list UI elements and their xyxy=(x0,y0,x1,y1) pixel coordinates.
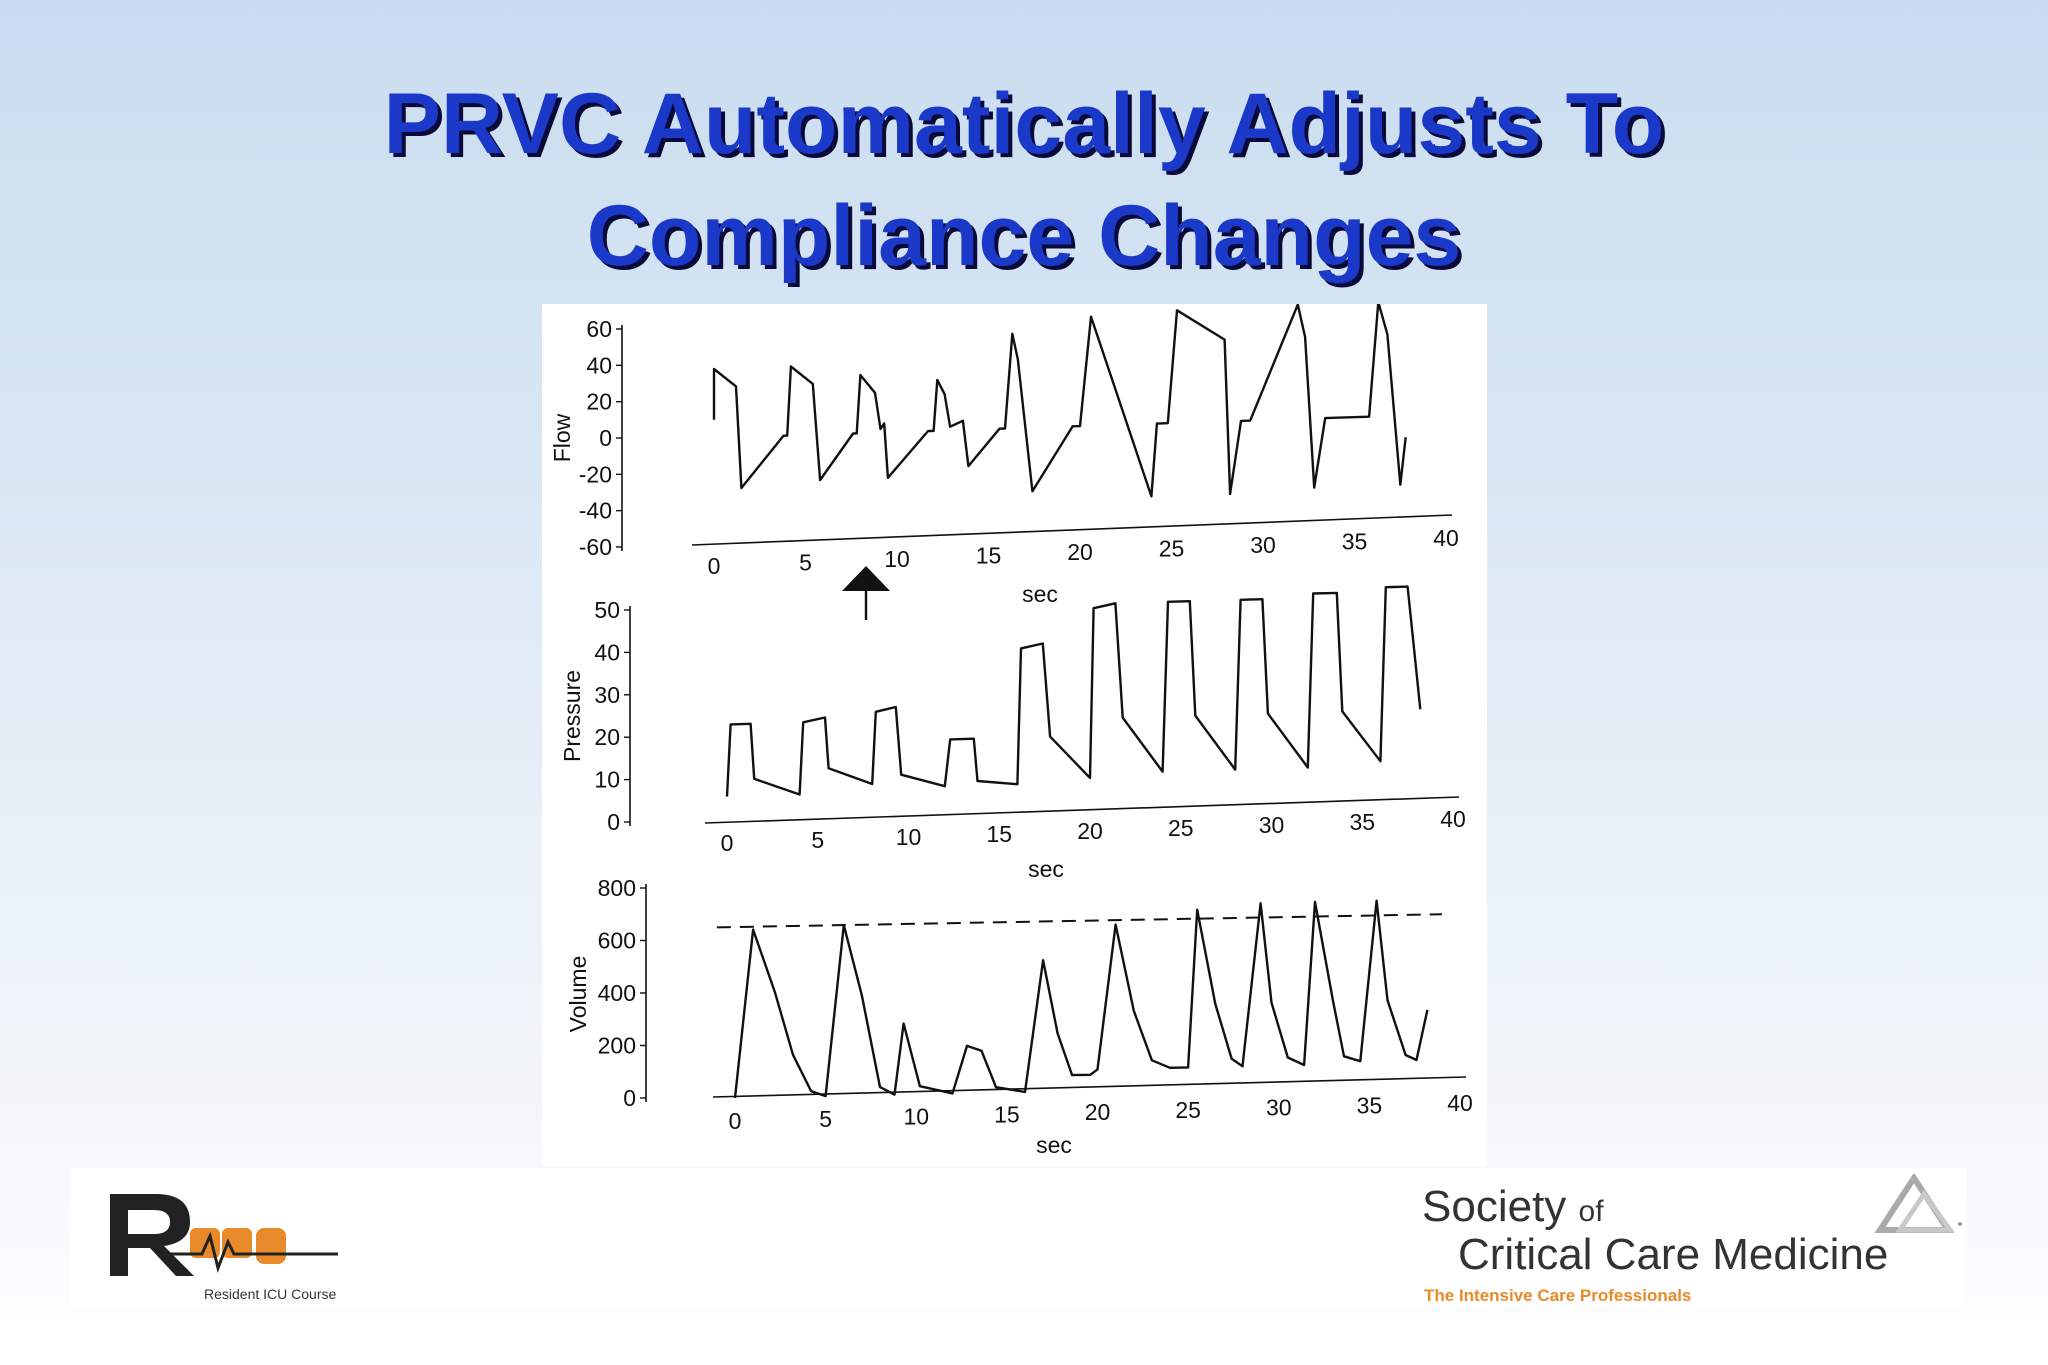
y-tick-label: 200 xyxy=(598,1033,636,1059)
x-tick-label: 35 xyxy=(1342,529,1368,555)
sccm-tagline: The Intensive Care Professionals xyxy=(1424,1286,1692,1305)
x-tick-label: 20 xyxy=(1077,818,1103,844)
x-tick-label: 5 xyxy=(799,550,812,576)
slide-title: PRVC Automatically Adjusts To Compliance… xyxy=(0,68,2048,292)
y-tick-label: 0 xyxy=(607,809,620,835)
x-tick-label: 25 xyxy=(1159,536,1185,562)
x-tick-label: 5 xyxy=(819,1106,832,1132)
x-tick-label: 20 xyxy=(1085,1099,1111,1125)
x-tick-label: 0 xyxy=(708,553,721,579)
x-tick-label: 0 xyxy=(721,830,734,856)
y-tick-label: 40 xyxy=(586,352,612,378)
x-axis-label: sec xyxy=(1022,581,1058,607)
waveform-figure: 60 40 20 0 -20 -40 -60 Flow 0 5 10 15 20 25 30 35 40 sec 5… xyxy=(542,304,1487,1166)
x-tick-label: 15 xyxy=(976,543,1002,569)
y-tick-label: -20 xyxy=(579,461,612,487)
slide-title-line1: PRVC Automatically Adjusts To xyxy=(383,76,1665,172)
x-tick-label: 10 xyxy=(903,1104,929,1130)
y-tick-label: 30 xyxy=(594,682,620,708)
x-axis-line xyxy=(691,514,1453,546)
x-tick-label: 30 xyxy=(1259,812,1285,838)
ricu-caption: Resident ICU Course xyxy=(204,1286,337,1302)
y-axis-label: Volume xyxy=(565,956,591,1033)
x-tick-label: 35 xyxy=(1357,1092,1383,1118)
x-tick-label: 25 xyxy=(1168,815,1194,841)
ricu-logo: Resident ICU Course xyxy=(98,1176,348,1302)
y-tick-label: 0 xyxy=(599,425,612,451)
waveform-line xyxy=(712,304,1407,498)
ricu-logo-mark xyxy=(110,1194,338,1276)
x-tick-label: 10 xyxy=(884,546,910,572)
y-tick-label: 10 xyxy=(594,767,620,793)
x-tick-label: 35 xyxy=(1349,809,1375,835)
sccm-triangle-icon xyxy=(1874,1174,1962,1233)
y-tick-label: 50 xyxy=(594,597,620,623)
x-tick-label: 40 xyxy=(1433,525,1459,551)
y-tick-label: 0 xyxy=(623,1085,636,1111)
y-tick-label: 60 xyxy=(586,316,612,342)
sccm-logo: Society of Critical Care Medicine The In… xyxy=(1410,1174,1966,1305)
logo-strip: Resident ICU Course Society of Critical … xyxy=(70,1168,1966,1306)
sccm-name-line2: Critical Care Medicine xyxy=(1458,1230,1889,1279)
y-tick-label: 400 xyxy=(598,980,636,1006)
y-tick-label: -40 xyxy=(579,498,612,524)
y-axis-label: Flow xyxy=(549,413,575,462)
x-axis-label: sec xyxy=(1036,1132,1072,1158)
y-tick-label: 20 xyxy=(594,724,620,750)
x-tick-label: 15 xyxy=(994,1101,1020,1127)
sccm-name-line1: Society of xyxy=(1422,1182,1604,1232)
x-axis-line xyxy=(704,796,1460,824)
x-tick-label: 40 xyxy=(1440,806,1466,832)
x-tick-label: 15 xyxy=(986,821,1012,847)
y-tick-label: 40 xyxy=(594,639,620,665)
x-axis-label: sec xyxy=(1028,856,1064,882)
waveform-line xyxy=(733,899,1429,1099)
x-tick-label: 40 xyxy=(1447,1090,1473,1116)
slide-title-line2: Compliance Changes xyxy=(586,188,1462,284)
y-tick-label: 600 xyxy=(598,928,636,954)
sccm-of: of xyxy=(1578,1195,1604,1228)
y-tick-label: 20 xyxy=(586,389,612,415)
y-axis-label: Pressure xyxy=(559,670,585,762)
x-tick-label: 5 xyxy=(811,827,824,853)
x-tick-label: 25 xyxy=(1175,1097,1201,1123)
up-arrow-icon xyxy=(842,566,890,591)
target-volume-line xyxy=(716,913,1442,929)
y-tick-label: 800 xyxy=(598,875,636,901)
sccm-society: Society xyxy=(1422,1182,1567,1231)
x-tick-label: 10 xyxy=(896,824,922,850)
x-tick-label: 0 xyxy=(729,1108,742,1134)
x-tick-label: 20 xyxy=(1067,539,1093,565)
x-tick-label: 30 xyxy=(1266,1095,1292,1121)
y-tick-label: -60 xyxy=(579,534,612,560)
x-tick-label: 30 xyxy=(1250,532,1276,558)
waveform-line xyxy=(725,585,1422,797)
x-axis-line xyxy=(712,1076,1467,1098)
